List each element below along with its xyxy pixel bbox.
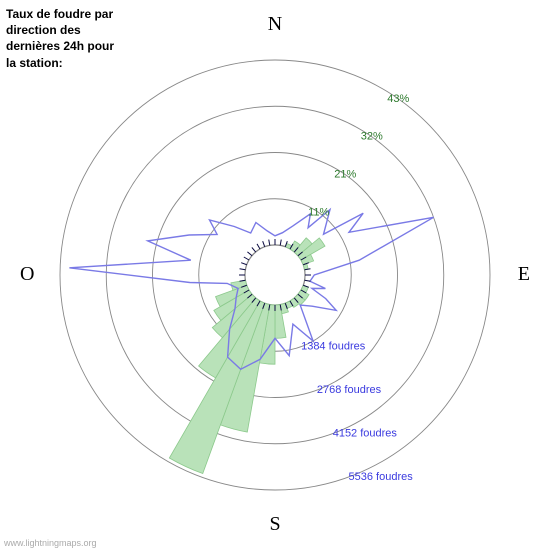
cardinal-S: S	[269, 513, 280, 535]
foudres-ring-label: 1384 foudres	[301, 341, 366, 353]
chart-title: Taux de foudre par direction des dernièr…	[6, 6, 116, 71]
pct-ring-label: 43%	[387, 93, 409, 105]
cardinal-E: E	[518, 263, 530, 285]
pct-ring-label: 21%	[334, 169, 356, 181]
cardinal-O: O	[20, 263, 34, 285]
foudres-ring-label: 4152 foudres	[333, 427, 398, 439]
foudres-ring-label: 2768 foudres	[317, 384, 382, 396]
windrose-chart: 11% 21% 32% 43% 1384 foudres 2768 foudres 4152…	[0, 0, 550, 550]
pct-ring-label: 32%	[361, 131, 383, 143]
foudres-ring-label: 5536 foudres	[349, 471, 414, 483]
cardinal-N: N	[268, 13, 282, 35]
credit-text: www.lightningmaps.org	[4, 538, 97, 548]
pct-ring-label: 11%	[308, 206, 329, 218]
